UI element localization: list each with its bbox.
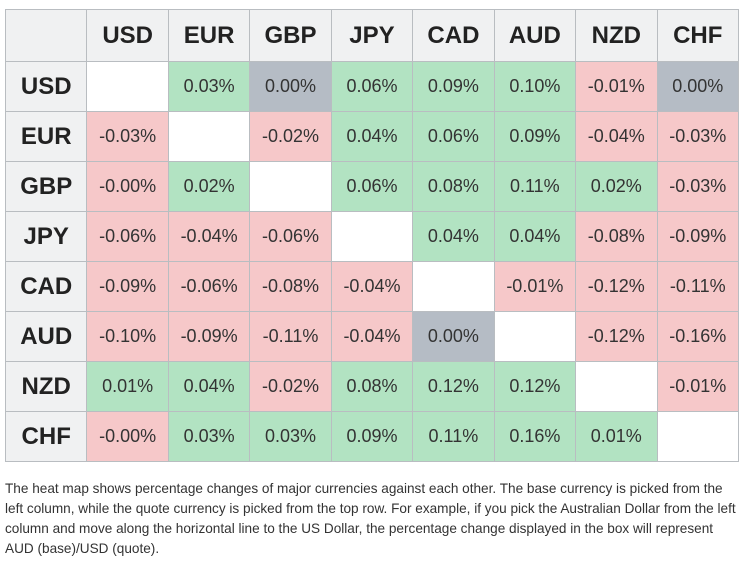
- heatmap-row: CHF -0.00% 0.03% 0.03% 0.09% 0.11% 0.16% 0.01%: [4, 411, 739, 462]
- heatmap-row: CAD -0.09% -0.06% -0.08% -0.04% -0.01% -0.12% -…: [4, 261, 739, 312]
- column-header-nzd: NZD: [575, 9, 658, 62]
- column-header-cad: CAD: [412, 9, 495, 62]
- heatmap-cell-jpy-nzd: -0.08%: [575, 211, 658, 262]
- heatmap-cell-aud-eur: -0.09%: [167, 311, 251, 362]
- heatmap-cell-aud-aud: [493, 311, 577, 362]
- heatmap-row: EUR -0.03% -0.02% 0.04% 0.06% 0.09% -0.04% -0.0…: [4, 111, 739, 162]
- heatmap-cell-eur-chf: -0.03%: [656, 111, 739, 162]
- currency-heatmap: USD EUR GBP JPY CAD AUD NZD CHF USD 0.03% 0.00% 0.…: [4, 9, 739, 462]
- heatmap-cell-cad-usd: -0.09%: [86, 261, 169, 312]
- heatmap-row: NZD 0.01% 0.04% -0.02% 0.08% 0.12% 0.12% -0.01%: [4, 361, 739, 412]
- heatmap-cell-gbp-nzd: 0.02%: [575, 161, 658, 212]
- heatmap-cell-gbp-chf: -0.03%: [656, 161, 739, 212]
- heatmap-row: AUD -0.10% -0.09% -0.11% -0.04% 0.00% -0.12% -0…: [4, 311, 739, 362]
- heatmap-cell-cad-gbp: -0.08%: [249, 261, 332, 312]
- heatmap-cell-usd-cad: 0.09%: [412, 61, 495, 112]
- heatmap-body: USD 0.03% 0.00% 0.06% 0.09% 0.10% -0.01% 0.00% E…: [4, 61, 739, 462]
- heatmap-cell-eur-eur: [167, 111, 251, 162]
- heatmap-cell-cad-cad: [412, 261, 495, 312]
- column-header-eur: EUR: [167, 9, 251, 62]
- heatmap-cell-eur-jpy: 0.04%: [330, 111, 414, 162]
- heatmap-cell-jpy-chf: -0.09%: [656, 211, 739, 262]
- heatmap-row: GBP -0.00% 0.02% 0.06% 0.08% 0.11% 0.02% -0.03%: [4, 161, 739, 212]
- heatmap-cell-cad-chf: -0.11%: [656, 261, 739, 312]
- corner-cell: [4, 9, 88, 62]
- heatmap-cell-jpy-gbp: -0.06%: [249, 211, 332, 262]
- heatmap-cell-usd-aud: 0.10%: [493, 61, 577, 112]
- heatmap-cell-chf-gbp: 0.03%: [249, 411, 332, 462]
- row-header-aud: AUD: [4, 311, 88, 362]
- row-header-eur: EUR: [4, 111, 88, 162]
- heatmap-cell-gbp-aud: 0.11%: [493, 161, 577, 212]
- heatmap-cell-aud-chf: -0.16%: [656, 311, 739, 362]
- heatmap-cell-cad-nzd: -0.12%: [575, 261, 658, 312]
- heatmap-cell-chf-nzd: 0.01%: [575, 411, 658, 462]
- heatmap-cell-aud-nzd: -0.12%: [575, 311, 658, 362]
- heatmap-row: JPY -0.06% -0.04% -0.06% 0.04% 0.04% -0.08% -0.…: [4, 211, 739, 262]
- column-header-aud: AUD: [493, 9, 577, 62]
- heatmap-cell-nzd-cad: 0.12%: [412, 361, 495, 412]
- heatmap-cell-gbp-jpy: 0.06%: [330, 161, 414, 212]
- heatmap-cell-jpy-usd: -0.06%: [86, 211, 169, 262]
- heatmap-cell-usd-jpy: 0.06%: [330, 61, 414, 112]
- heatmap-cell-nzd-jpy: 0.08%: [330, 361, 414, 412]
- heatmap-cell-chf-cad: 0.11%: [412, 411, 495, 462]
- row-header-cad: CAD: [4, 261, 88, 312]
- heatmap-cell-aud-gbp: -0.11%: [249, 311, 332, 362]
- heatmap-cell-nzd-gbp: -0.02%: [249, 361, 332, 412]
- heatmap-caption: The heat map shows percentage changes of…: [5, 481, 736, 556]
- heatmap-cell-jpy-eur: -0.04%: [167, 211, 251, 262]
- row-header-chf: CHF: [4, 411, 88, 462]
- heatmap-cell-nzd-usd: 0.01%: [86, 361, 169, 412]
- row-header-nzd: NZD: [4, 361, 88, 412]
- row-header-usd: USD: [4, 61, 88, 112]
- heatmap-cell-usd-gbp: 0.00%: [249, 61, 332, 112]
- heatmap-cell-aud-cad: 0.00%: [412, 311, 495, 362]
- heatmap-cell-eur-nzd: -0.04%: [575, 111, 658, 162]
- heatmap-cell-nzd-nzd: [575, 361, 658, 412]
- heatmap-cell-nzd-chf: -0.01%: [656, 361, 739, 412]
- heatmap-cell-aud-jpy: -0.04%: [330, 311, 414, 362]
- heatmap-cell-eur-usd: -0.03%: [86, 111, 169, 162]
- heatmap-cell-jpy-jpy: [330, 211, 414, 262]
- heatmap-cell-aud-usd: -0.10%: [86, 311, 169, 362]
- heatmap-cell-usd-nzd: -0.01%: [575, 61, 658, 112]
- heatmap-cell-nzd-eur: 0.04%: [167, 361, 251, 412]
- heatmap-cell-gbp-usd: -0.00%: [86, 161, 169, 212]
- column-header-row: USD EUR GBP JPY CAD AUD NZD CHF: [4, 9, 739, 62]
- heatmap-cell-usd-usd: [86, 61, 169, 112]
- heatmap-cell-chf-usd: -0.00%: [86, 411, 169, 462]
- heatmap-cell-eur-gbp: -0.02%: [249, 111, 332, 162]
- column-header-gbp: GBP: [249, 9, 332, 62]
- heatmap-cell-chf-jpy: 0.09%: [330, 411, 414, 462]
- heatmap-cell-jpy-aud: 0.04%: [493, 211, 577, 262]
- heatmap-cell-cad-jpy: -0.04%: [330, 261, 414, 312]
- heatmap-row: USD 0.03% 0.00% 0.06% 0.09% 0.10% -0.01% 0.00%: [4, 61, 739, 112]
- heatmap-cell-gbp-gbp: [249, 161, 332, 212]
- heatmap-cell-gbp-eur: 0.02%: [167, 161, 251, 212]
- row-header-gbp: GBP: [4, 161, 88, 212]
- heatmap-cell-chf-chf: [656, 411, 739, 462]
- heatmap-cell-eur-aud: 0.09%: [493, 111, 577, 162]
- heatmap-cell-chf-aud: 0.16%: [493, 411, 577, 462]
- heatmap-cell-cad-aud: -0.01%: [493, 261, 577, 312]
- heatmap-cell-usd-chf: 0.00%: [656, 61, 739, 112]
- heatmap-cell-chf-eur: 0.03%: [167, 411, 251, 462]
- column-header-chf: CHF: [656, 9, 739, 62]
- heatmap-cell-gbp-cad: 0.08%: [412, 161, 495, 212]
- column-header-usd: USD: [86, 9, 169, 62]
- heatmap-cell-usd-eur: 0.03%: [167, 61, 251, 112]
- heatmap-cell-nzd-aud: 0.12%: [493, 361, 577, 412]
- heatmap-cell-eur-cad: 0.06%: [412, 111, 495, 162]
- heatmap-cell-jpy-cad: 0.04%: [412, 211, 495, 262]
- row-header-jpy: JPY: [4, 211, 88, 262]
- column-header-jpy: JPY: [330, 9, 414, 62]
- heatmap-cell-cad-eur: -0.06%: [167, 261, 251, 312]
